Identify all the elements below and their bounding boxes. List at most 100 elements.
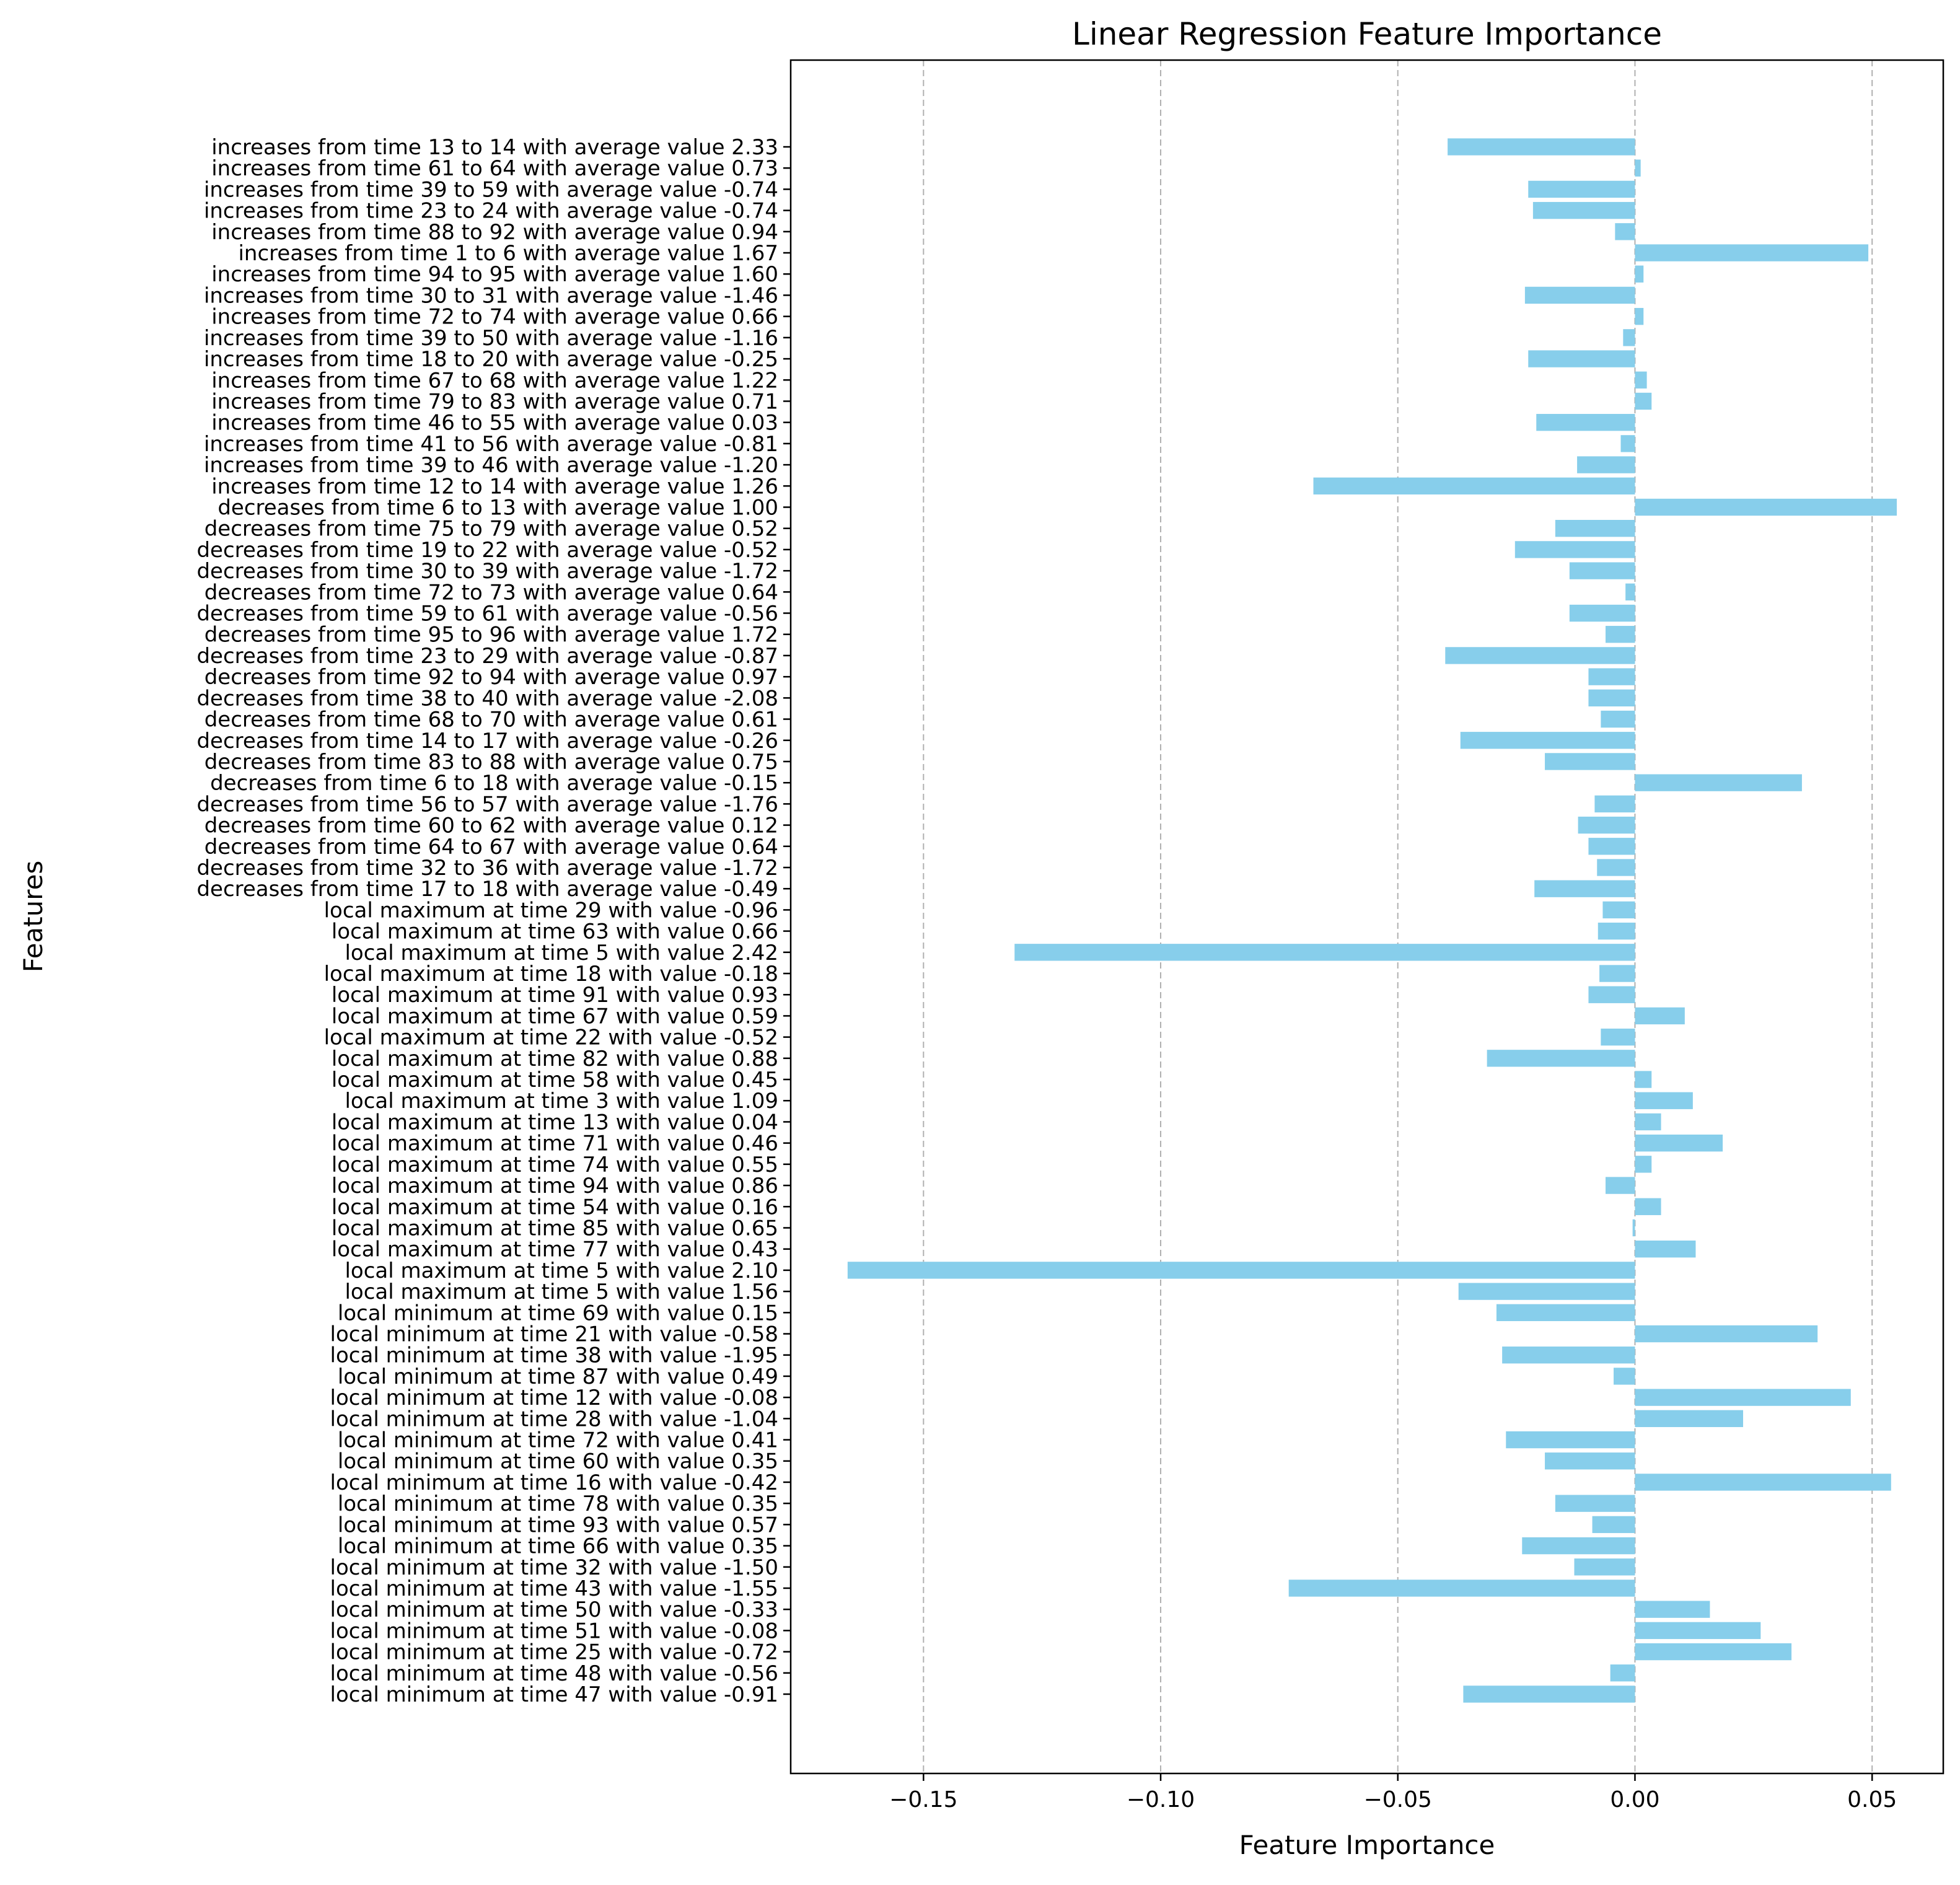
bar [1635,1389,1851,1406]
y-tick-label: decreases from time 30 to 39 with averag… [196,559,778,584]
y-tick-label: local maximum at time 82 with value 0.88 [332,1047,778,1071]
y-tick-label: local maximum at time 74 with value 0.55 [332,1153,778,1177]
y-tick-label: decreases from time 68 to 70 with averag… [204,708,778,732]
y-tick-label: local maximum at time 58 with value 0.45 [332,1068,778,1092]
bar [1620,435,1635,452]
bar [1602,901,1635,919]
y-tick-label: increases from time 30 to 31 with averag… [204,283,778,308]
y-axis-label: Features [18,861,48,973]
bar [1569,562,1635,579]
y-tick-label: local maximum at time 13 with value 0.04 [332,1110,778,1135]
x-tick-label: −0.15 [889,1787,957,1812]
bar [1014,944,1635,961]
y-tick-label: local minimum at time 16 with value -0.4… [330,1470,778,1495]
bar [1635,1241,1696,1258]
bar [1536,413,1635,431]
y-tick-label: increases from time 41 to 56 with averag… [204,432,778,457]
bar [1635,1071,1652,1088]
bar [1615,223,1635,240]
y-tick-label: decreases from time 6 to 18 with average… [210,771,778,796]
y-tick-label: local maximum at time 63 with value 0.66 [332,920,778,944]
x-tick-label: −0.10 [1127,1787,1195,1812]
y-tick-label: increases from time 39 to 46 with averag… [204,453,778,478]
plot-area-frame [789,59,1945,1775]
y-tick-label: decreases from time 72 to 73 with averag… [204,580,778,605]
y-tick-label: local minimum at time 48 with value -0.5… [330,1661,778,1686]
bar [1445,647,1635,664]
bar [1635,1092,1693,1109]
y-tick-label: increases from time 13 to 14 with averag… [211,135,778,160]
y-tick-label: increases from time 67 to 68 with averag… [211,368,778,393]
y-tick-labels: increases from time 13 to 14 with averag… [196,135,791,1707]
y-tick-label: local maximum at time 5 with value 1.56 [345,1280,778,1304]
y-tick-label: local maximum at time 85 with value 0.65 [332,1216,778,1241]
bar [1592,1516,1635,1534]
bar [1632,1219,1635,1237]
bar [1502,1347,1635,1364]
y-tick-label: local maximum at time 3 with value 1.09 [345,1089,778,1114]
bar [1288,1580,1635,1597]
bar [1514,541,1635,558]
bar [1606,626,1635,643]
bar [1635,1410,1743,1428]
y-tick-label: local maximum at time 18 with value -0.1… [324,962,778,986]
bar [1545,1452,1635,1470]
y-tick-label: local minimum at time 50 with value -0.3… [330,1597,778,1622]
bar [1635,1622,1761,1640]
y-tick-label: decreases from time 19 to 22 with averag… [196,538,778,563]
bar [1496,1304,1635,1321]
chart-title: Linear Regression Feature Importance [1072,16,1662,52]
y-tick-label: local maximum at time 5 with value 2.42 [345,941,778,965]
bar [1487,1050,1635,1067]
y-tick-label: local minimum at time 69 with value 0.15 [338,1301,778,1325]
y-tick-label: increases from time 18 to 20 with averag… [204,347,778,372]
y-tick-label: local maximum at time 94 with value 0.86 [332,1174,778,1198]
x-tick-label: 0.05 [1847,1787,1897,1812]
y-tick-label: local maximum at time 67 with value 0.59 [332,1004,778,1029]
bar [1599,965,1635,982]
y-tick-label: local minimum at time 78 with value 0.35 [338,1492,778,1516]
bar [1588,689,1635,707]
y-tick-label: decreases from time 75 to 79 with averag… [204,517,778,542]
y-tick-label: local minimum at time 25 with value -0.7… [330,1640,778,1665]
x-tick-label: 0.00 [1610,1787,1659,1812]
y-tick-label: local maximum at time 5 with value 2.10 [345,1259,778,1283]
bar [1588,668,1635,685]
x-axis-label: Feature Importance [1239,1830,1495,1860]
bar [1635,1601,1710,1618]
bar [1606,1177,1635,1194]
bars [847,138,1897,1703]
x-tick-labels: −0.15 −0.10 −0.05 0.00 0.05 [889,1773,1897,1812]
y-tick-label: decreases from time 14 to 17 with averag… [196,729,778,754]
bar [1578,816,1635,834]
y-tick-label: local maximum at time 77 with value 0.43 [332,1237,778,1262]
y-tick-label: local minimum at time 66 with value 0.35 [338,1534,778,1559]
bar [1635,307,1644,325]
bar [1506,1431,1635,1449]
bar [847,1262,1635,1279]
bar [1534,880,1635,897]
bar [1574,1558,1635,1576]
y-tick-label: increases from time 72 to 74 with averag… [211,305,778,330]
y-tick-label: local minimum at time 87 with value 0.49 [338,1364,778,1389]
bar [1528,180,1635,198]
y-tick-label: decreases from time 92 to 94 with averag… [204,665,778,690]
y-tick-label: increases from time 1 to 6 with average … [238,241,778,266]
y-tick-label: decreases from time 64 to 67 with averag… [204,835,778,859]
bar [1588,838,1635,855]
bar [1635,1325,1818,1343]
y-tick-label: decreases from time 6 to 13 with average… [218,495,778,520]
y-tick-label: increases from time 12 to 14 with averag… [211,474,778,499]
bar [1555,520,1635,537]
x-tick-label: −0.05 [1364,1787,1432,1812]
y-tick-label: decreases from time 23 to 29 with averag… [196,644,778,669]
y-tick-label: decreases from time 56 to 57 with averag… [196,792,778,817]
y-tick-label: increases from time 79 to 83 with averag… [211,389,778,414]
bar [1569,604,1635,622]
y-tick-label: local minimum at time 32 with value -1.5… [330,1555,778,1580]
y-tick-label: local minimum at time 28 with value -1.0… [330,1407,778,1431]
y-tick-label: local minimum at time 51 with value -0.0… [330,1619,778,1643]
y-tick-label: local minimum at time 93 with value 0.57 [338,1513,778,1537]
